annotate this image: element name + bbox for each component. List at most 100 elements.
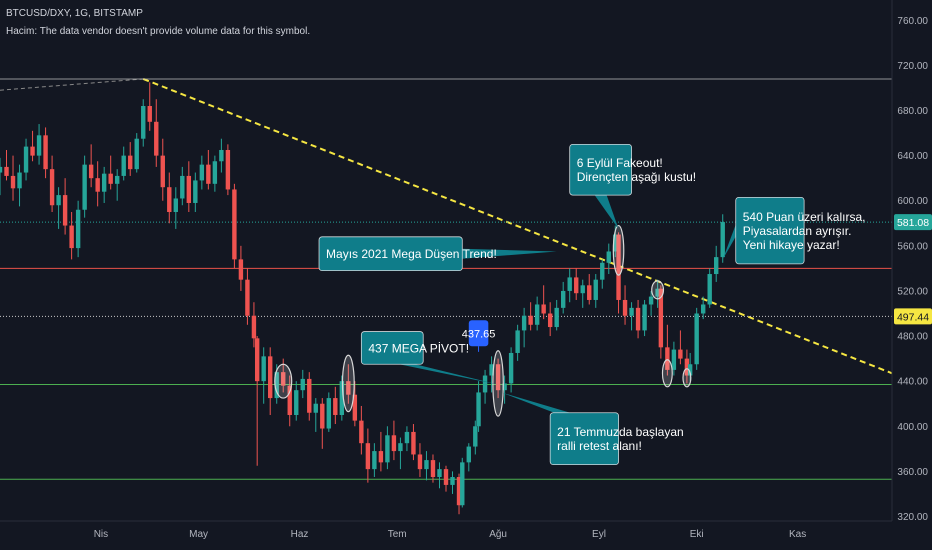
candle [238, 245, 244, 291]
candle-body [160, 155, 165, 188]
candle [23, 138, 29, 181]
candle [534, 296, 540, 331]
candle-body [515, 330, 520, 353]
candle [443, 465, 449, 492]
candle [294, 381, 299, 421]
highlight-ellipses [274, 224, 692, 417]
candle-body [460, 462, 465, 506]
callout-text: 21 Temmuzda başlayan [557, 425, 684, 439]
candle [134, 133, 139, 173]
candle-body [121, 155, 126, 176]
candle [671, 341, 677, 376]
double-bottom-2-ellipse [682, 368, 692, 388]
candle [547, 302, 553, 337]
candle-body [567, 277, 572, 291]
candle-body [443, 469, 449, 485]
candle-body [30, 146, 35, 156]
candle [460, 457, 465, 508]
candle [600, 259, 605, 289]
badge-437-65: 437.65 [462, 320, 495, 352]
candle [320, 398, 325, 449]
candle [655, 279, 660, 308]
candle [114, 169, 120, 201]
x-tick-label: Kas [789, 529, 806, 540]
candle [251, 302, 257, 348]
candle [128, 142, 133, 176]
candle-body [534, 304, 540, 325]
candle [489, 356, 494, 393]
candle-body [430, 460, 436, 478]
candle-body [287, 385, 292, 415]
candle-body [62, 195, 68, 226]
callout-tail [501, 392, 571, 413]
candle [560, 281, 566, 314]
candle-body [372, 451, 377, 470]
candle-body [613, 234, 618, 252]
candle-body [147, 106, 152, 122]
candle [254, 336, 260, 466]
candle [541, 285, 546, 320]
y-tick-label: 640.00 [897, 151, 928, 162]
candle-body [95, 178, 100, 192]
candle-body [49, 169, 55, 206]
callout-eylul: 6 Eylül Fakeout!Dirençten aşağı kustu! [569, 143, 696, 229]
candle-body [687, 364, 693, 376]
candle-body [43, 135, 48, 170]
callout-pivot: 437 MEGA PİVOT! [360, 331, 499, 385]
candle-body [199, 164, 205, 181]
candle-body [671, 349, 677, 370]
candle-body [281, 372, 286, 386]
candle [199, 155, 205, 190]
candle [307, 372, 312, 421]
candle [720, 214, 725, 263]
candle-body [114, 175, 120, 184]
candle [606, 243, 611, 275]
candle [69, 212, 74, 260]
candle [456, 473, 462, 515]
candle-body [333, 398, 338, 415]
level-lines [0, 78, 893, 480]
candle-body [69, 225, 74, 249]
candle-body [101, 173, 107, 192]
candle [476, 381, 481, 432]
candle-body [307, 378, 312, 413]
candle-body [167, 187, 172, 213]
y-tick-label: 360.00 [897, 467, 928, 478]
candle [206, 149, 211, 190]
candle-body [502, 383, 507, 391]
candle-body [521, 315, 527, 331]
candles [0, 82, 725, 515]
candle-body [261, 356, 266, 382]
candle-body [128, 155, 133, 170]
candle [574, 268, 579, 300]
candle-body [411, 431, 416, 455]
candle [417, 443, 423, 478]
candle-body [251, 315, 257, 339]
y-tick-label: 760.00 [897, 16, 928, 27]
candle-body [495, 364, 501, 391]
candle [160, 138, 165, 201]
candle-body [629, 307, 634, 316]
candle-body [720, 222, 725, 258]
candle-body [694, 313, 699, 365]
candle-body [593, 279, 598, 300]
candle [404, 426, 410, 452]
candle [232, 183, 237, 269]
candle [365, 428, 371, 483]
trendline-line [142, 78, 893, 375]
candle-body [560, 290, 566, 308]
candle-body [141, 106, 146, 139]
candle [300, 369, 305, 399]
pivot-may-ellipse [274, 363, 293, 399]
candle-body [88, 164, 94, 179]
x-tick-label: Haz [291, 529, 309, 540]
candle-body [339, 381, 345, 415]
candle [528, 302, 533, 331]
candle [154, 99, 159, 167]
candle [515, 324, 520, 361]
candle-body [378, 451, 384, 463]
candle [359, 405, 364, 455]
callout-tail [722, 224, 736, 260]
